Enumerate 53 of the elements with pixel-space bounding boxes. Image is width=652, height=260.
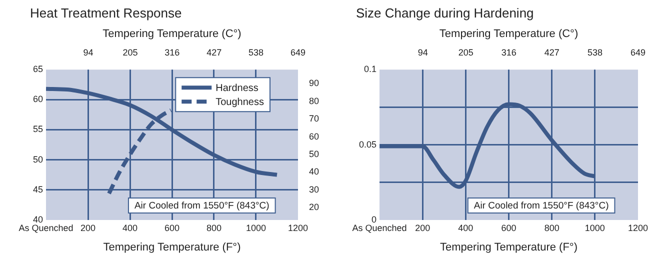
y-tick-label: 0.1 bbox=[364, 64, 377, 74]
x2-tick-label: 649 bbox=[630, 48, 646, 58]
y2-tick-label: 30 bbox=[308, 184, 320, 194]
y-tick-label: 45 bbox=[32, 184, 44, 194]
x-tick-label: 200 bbox=[415, 222, 430, 233]
x2-tick-label: 538 bbox=[587, 48, 602, 58]
x-tick-label: 600 bbox=[164, 222, 180, 233]
x2-tick-label: 427 bbox=[206, 48, 222, 58]
x-tick-label: 1200 bbox=[288, 222, 308, 233]
x-tick-label: 400 bbox=[458, 222, 474, 233]
legend-label: Hardness bbox=[216, 82, 258, 94]
x2-tick-label: 649 bbox=[290, 48, 306, 58]
y2-tick-label: 80 bbox=[308, 96, 320, 106]
y2-tick-label: 40 bbox=[308, 166, 320, 177]
x-tick-label: 1000 bbox=[246, 222, 266, 233]
x-tick-label: 400 bbox=[122, 222, 138, 233]
x-tick-label: As Quenched bbox=[18, 222, 74, 233]
x-tick-label: As Quenched bbox=[352, 222, 407, 233]
x-tick-label: 800 bbox=[544, 222, 560, 233]
x2-tick-label: 94 bbox=[418, 48, 428, 58]
x2-tick-label: 94 bbox=[83, 48, 94, 58]
x2-tick-label: 427 bbox=[544, 48, 560, 58]
x2-tick-label: 538 bbox=[248, 48, 264, 58]
y2-tick-label: 70 bbox=[308, 114, 320, 124]
y-tick-label: 50 bbox=[32, 154, 44, 164]
x2-tick-label: 205 bbox=[122, 48, 138, 58]
x-axis-title: Tempering Temperature (F°) bbox=[440, 241, 578, 254]
x-tick-label: 600 bbox=[501, 222, 516, 233]
y2-tick-label: 50 bbox=[308, 149, 320, 160]
x-axis-title: Tempering Temperature (F°) bbox=[103, 241, 241, 254]
x-tick-label: 200 bbox=[80, 222, 96, 233]
y2-tick-label: 60 bbox=[308, 131, 320, 142]
y2-tick-label: 20 bbox=[308, 202, 320, 212]
x2-axis-title: Tempering Temperature (C°) bbox=[439, 28, 578, 40]
annotation: Air Cooled from 1550°F (843°C) bbox=[474, 200, 609, 212]
y-tick-label: 65 bbox=[32, 64, 44, 74]
y-tick-label: 55 bbox=[32, 124, 44, 134]
y2-tick-label: 90 bbox=[308, 78, 320, 88]
x-tick-label: 800 bbox=[206, 222, 222, 233]
chart-title: Heat Treatment Response bbox=[30, 5, 182, 20]
x-tick-label: 1200 bbox=[628, 222, 648, 233]
y-tick-label: 0 bbox=[372, 214, 377, 224]
y-tick-label: 60 bbox=[32, 94, 44, 104]
x2-tick-label: 205 bbox=[458, 48, 474, 58]
chart-title: Size Change during Hardening bbox=[356, 5, 534, 20]
legend-label: Toughness bbox=[216, 96, 264, 108]
x2-tick-label: 316 bbox=[164, 48, 180, 58]
annotation: Air Cooled from 1550°F (843°C) bbox=[134, 200, 270, 212]
y-tick-label: 0.05 bbox=[358, 139, 377, 150]
x-tick-label: 1000 bbox=[584, 222, 605, 233]
x2-axis-title: Tempering Temperature (C°) bbox=[102, 28, 242, 40]
y-tick-label: 40 bbox=[32, 214, 44, 224]
x2-tick-label: 316 bbox=[501, 48, 516, 58]
